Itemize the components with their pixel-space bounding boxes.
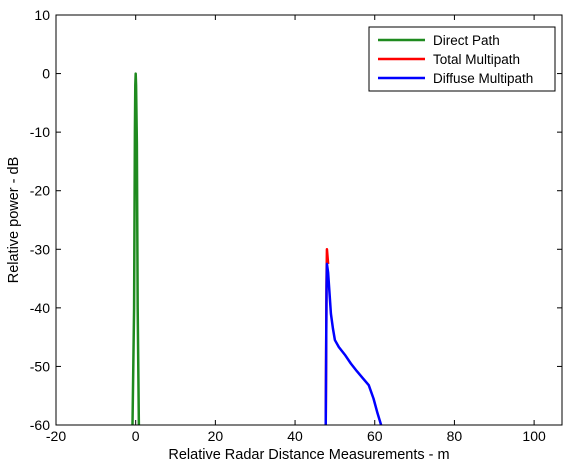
x-tick-label: 80 xyxy=(447,428,463,444)
series-line-direct-path xyxy=(131,72,141,426)
legend-entry-label: Total Multipath xyxy=(433,52,520,67)
x-tick-label: -20 xyxy=(46,428,66,444)
x-tick-label: 20 xyxy=(208,428,224,444)
y-tick-label: -50 xyxy=(30,358,50,374)
series-line-diffuse-multipath xyxy=(324,262,383,426)
y-tick-label: -20 xyxy=(30,183,50,199)
y-tick-label: 10 xyxy=(34,7,50,23)
y-tick-label: 0 xyxy=(42,66,50,82)
x-tick-label: 40 xyxy=(287,428,303,444)
y-tick-label: -10 xyxy=(30,124,50,140)
legend-entry-label: Diffuse Multipath xyxy=(433,71,533,86)
x-tick-label: 60 xyxy=(367,428,383,444)
x-tick-label: 0 xyxy=(132,428,140,444)
y-tick-label: -30 xyxy=(30,241,50,257)
legend: Direct Path Total Multipath Diffuse Multip… xyxy=(368,26,556,92)
y-tick-label: -60 xyxy=(30,417,50,433)
plot-area-frame xyxy=(55,14,563,426)
series-layer xyxy=(131,72,383,426)
y-tick-label: -40 xyxy=(30,300,50,316)
x-tick-label: 100 xyxy=(522,428,546,444)
legend-entry-label: Direct Path xyxy=(433,33,500,48)
x-axis-title: Relative Radar Distance Measurements - m xyxy=(168,447,449,463)
y-axis-title: Relative power - dB xyxy=(6,157,22,284)
